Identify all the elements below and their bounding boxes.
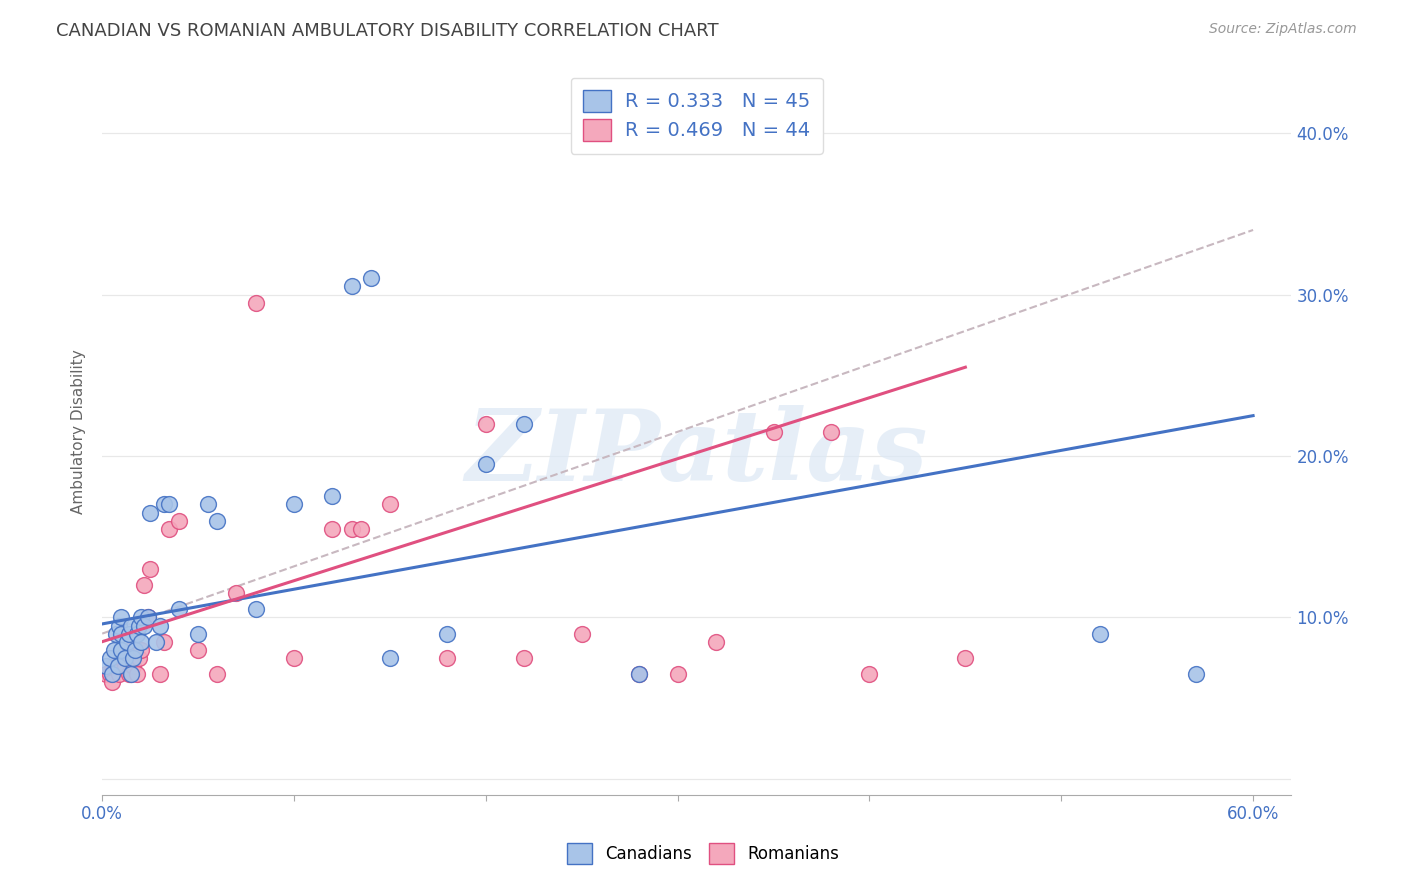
Point <box>152 634 174 648</box>
Point <box>110 650 132 665</box>
Point <box>340 522 363 536</box>
Point <box>114 659 136 673</box>
Point <box>666 667 689 681</box>
Point <box>187 642 209 657</box>
Point <box>114 650 136 665</box>
Text: Source: ZipAtlas.com: Source: ZipAtlas.com <box>1209 22 1357 37</box>
Point <box>167 602 190 616</box>
Point <box>136 610 159 624</box>
Point <box>139 506 162 520</box>
Point <box>762 425 785 439</box>
Point <box>197 498 219 512</box>
Point <box>378 498 401 512</box>
Point <box>149 618 172 632</box>
Point <box>134 618 156 632</box>
Point <box>107 659 129 673</box>
Legend: R = 0.333   N = 45, R = 0.469   N = 44: R = 0.333 N = 45, R = 0.469 N = 44 <box>571 78 823 154</box>
Point <box>152 498 174 512</box>
Point <box>436 626 458 640</box>
Point <box>136 610 159 624</box>
Point <box>762 134 785 148</box>
Point <box>167 514 190 528</box>
Point <box>704 634 727 648</box>
Point <box>134 578 156 592</box>
Point <box>94 659 117 673</box>
Point <box>340 279 363 293</box>
Point <box>283 498 305 512</box>
Point <box>120 642 142 657</box>
Point <box>858 667 880 681</box>
Point <box>104 626 127 640</box>
Point <box>145 634 167 648</box>
Point <box>122 659 145 673</box>
Point <box>129 642 152 657</box>
Point <box>108 667 131 681</box>
Point <box>118 667 141 681</box>
Point <box>139 562 162 576</box>
Point <box>110 659 132 673</box>
Point <box>115 634 138 648</box>
Point <box>360 271 382 285</box>
Point <box>513 417 536 431</box>
Point <box>1088 626 1111 640</box>
Point <box>207 667 229 681</box>
Point <box>157 498 180 512</box>
Point <box>110 610 132 624</box>
Point <box>475 457 498 471</box>
Point <box>129 610 152 624</box>
Point <box>513 650 536 665</box>
Point <box>245 602 267 616</box>
Point <box>129 634 152 648</box>
Point <box>107 659 129 673</box>
Point <box>124 642 146 657</box>
Y-axis label: Ambulatory Disability: Ambulatory Disability <box>72 350 86 514</box>
Point <box>98 667 121 681</box>
Point <box>321 522 343 536</box>
Point <box>571 626 593 640</box>
Point <box>120 618 142 632</box>
Point <box>103 642 125 657</box>
Point <box>110 626 132 640</box>
Point <box>122 650 145 665</box>
Point <box>149 667 172 681</box>
Point <box>187 626 209 640</box>
Point <box>128 618 150 632</box>
Point <box>103 659 125 673</box>
Point <box>225 586 247 600</box>
Point <box>120 667 142 681</box>
Point <box>120 667 142 681</box>
Point <box>378 650 401 665</box>
Point <box>283 650 305 665</box>
Point <box>475 417 498 431</box>
Point <box>128 650 150 665</box>
Point <box>110 642 132 657</box>
Point <box>436 650 458 665</box>
Point <box>245 295 267 310</box>
Point <box>350 522 373 536</box>
Legend: Canadians, Romanians: Canadians, Romanians <box>561 837 845 871</box>
Text: ZIPatlas: ZIPatlas <box>465 405 928 502</box>
Point <box>321 489 343 503</box>
Point <box>820 425 842 439</box>
Point <box>125 626 148 640</box>
Point <box>108 618 131 632</box>
Point <box>101 667 124 681</box>
Point <box>628 667 651 681</box>
Point <box>118 626 141 640</box>
Point <box>101 675 124 690</box>
Point <box>115 650 138 665</box>
Point <box>1184 667 1206 681</box>
Point <box>157 522 180 536</box>
Point <box>207 514 229 528</box>
Text: CANADIAN VS ROMANIAN AMBULATORY DISABILITY CORRELATION CHART: CANADIAN VS ROMANIAN AMBULATORY DISABILI… <box>56 22 718 40</box>
Point <box>955 650 977 665</box>
Point <box>628 667 651 681</box>
Point <box>94 667 117 681</box>
Point <box>125 667 148 681</box>
Point <box>98 650 121 665</box>
